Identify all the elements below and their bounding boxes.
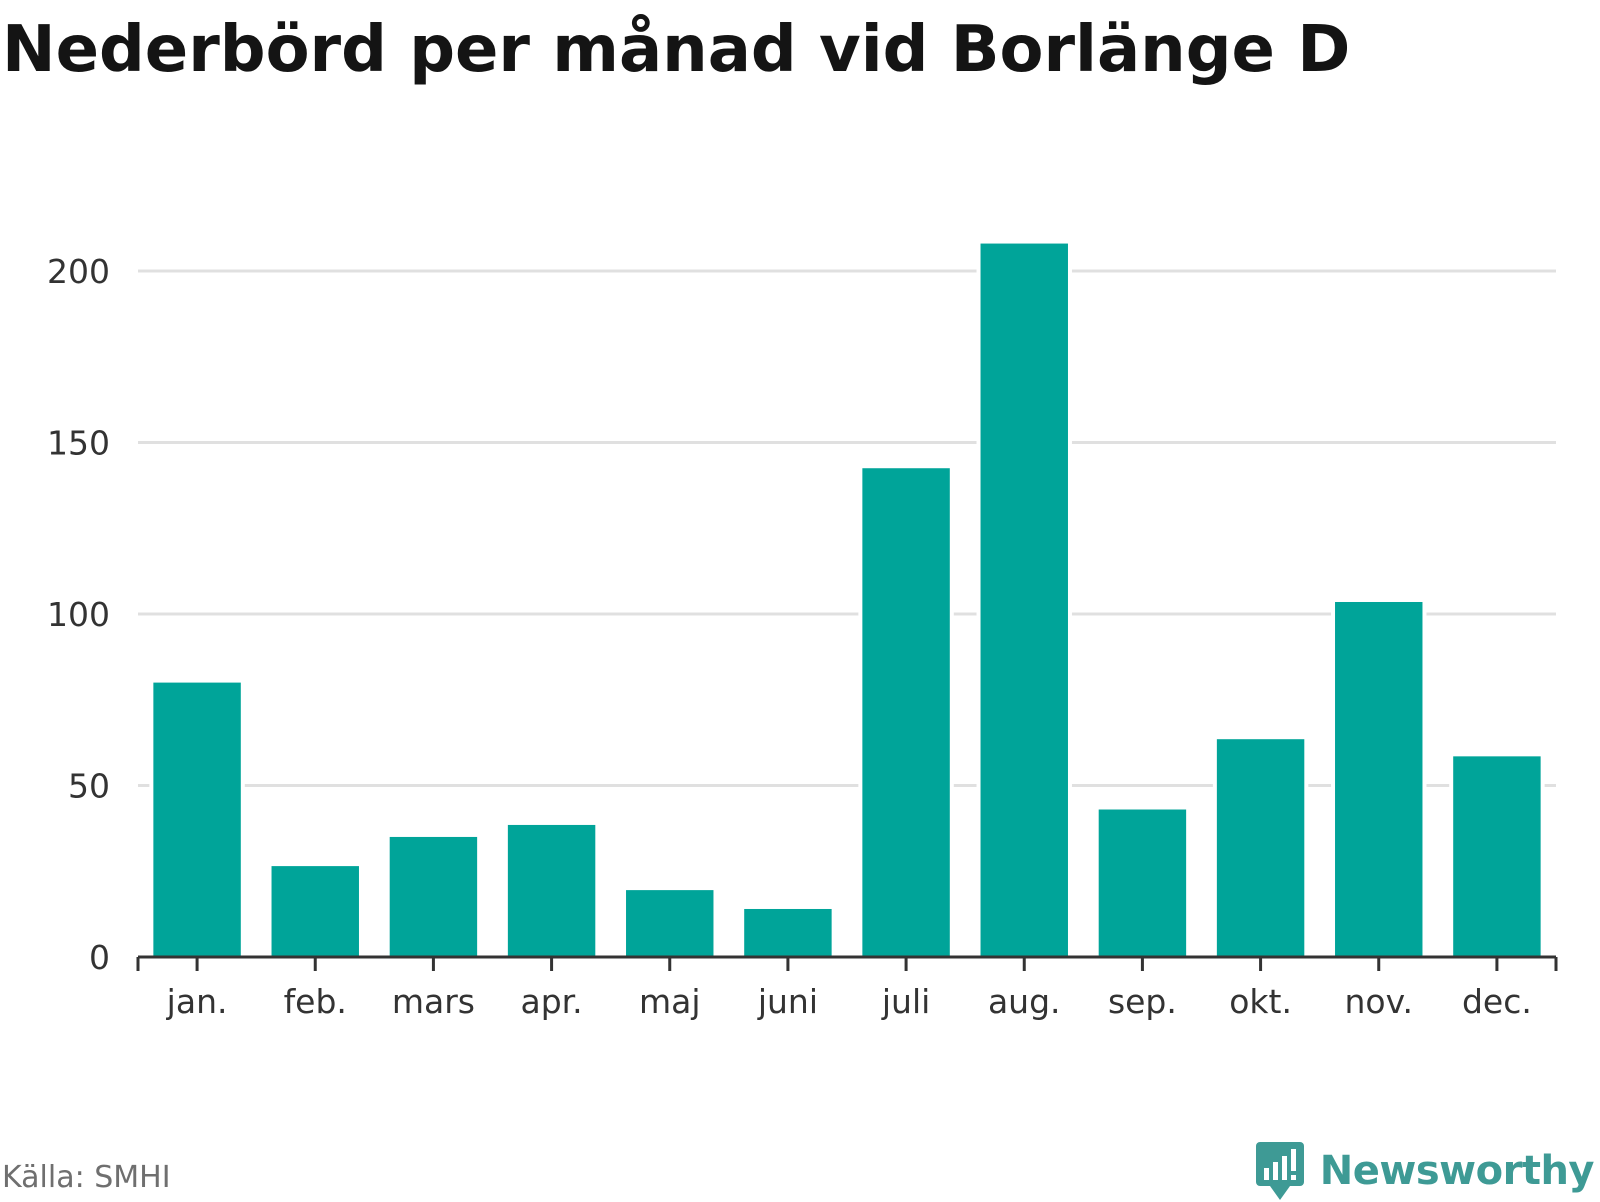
x-tick-label: jan. <box>166 982 228 1021</box>
source-note: Källa: SMHI <box>2 1160 171 1195</box>
y-axis-ticks: 0 50 100 150 200 <box>47 252 110 977</box>
x-tick-label: maj <box>639 982 701 1021</box>
bar <box>389 836 478 957</box>
x-tick-label: aug. <box>988 982 1061 1021</box>
x-tick-label: okt. <box>1229 982 1292 1021</box>
x-tick-label: feb. <box>284 982 347 1021</box>
bar <box>1216 739 1305 957</box>
brand-name: Newsworthy <box>1319 1148 1595 1194</box>
bars <box>149 243 1545 957</box>
brand[interactable]: Newsworthy <box>1254 1140 1595 1202</box>
x-tick-label: juli <box>881 982 930 1021</box>
bar <box>153 682 241 957</box>
bar <box>507 824 596 957</box>
x-tick-label: sep. <box>1108 982 1177 1021</box>
bar <box>862 468 950 957</box>
x-tick-label: mars <box>392 982 475 1021</box>
y-tick-label: 50 <box>68 767 110 806</box>
bar <box>1098 809 1187 957</box>
gridlines <box>138 269 1556 787</box>
y-tick-label: 150 <box>47 424 110 463</box>
y-tick-label: 100 <box>47 595 110 634</box>
bar <box>744 908 832 957</box>
bar <box>271 866 359 957</box>
axes <box>136 955 1558 971</box>
newsworthy-logo-icon <box>1255 1142 1304 1200</box>
bar <box>1335 601 1423 957</box>
chart-title: Nederbörd per månad vid Borlänge D <box>2 13 1351 87</box>
x-tick-label: juni <box>757 982 818 1021</box>
bar <box>626 890 714 957</box>
x-tick-label: nov. <box>1344 982 1413 1021</box>
bar <box>1453 756 1541 957</box>
bar <box>980 243 1068 957</box>
y-tick-label: 0 <box>89 938 110 977</box>
x-axis-ticks: jan. feb. mars apr. maj juni juli aug. sep. okt. n… <box>166 957 1532 1021</box>
y-tick-label: 200 <box>47 252 110 291</box>
x-tick-label: dec. <box>1462 982 1532 1021</box>
x-tick-label: apr. <box>520 982 582 1021</box>
